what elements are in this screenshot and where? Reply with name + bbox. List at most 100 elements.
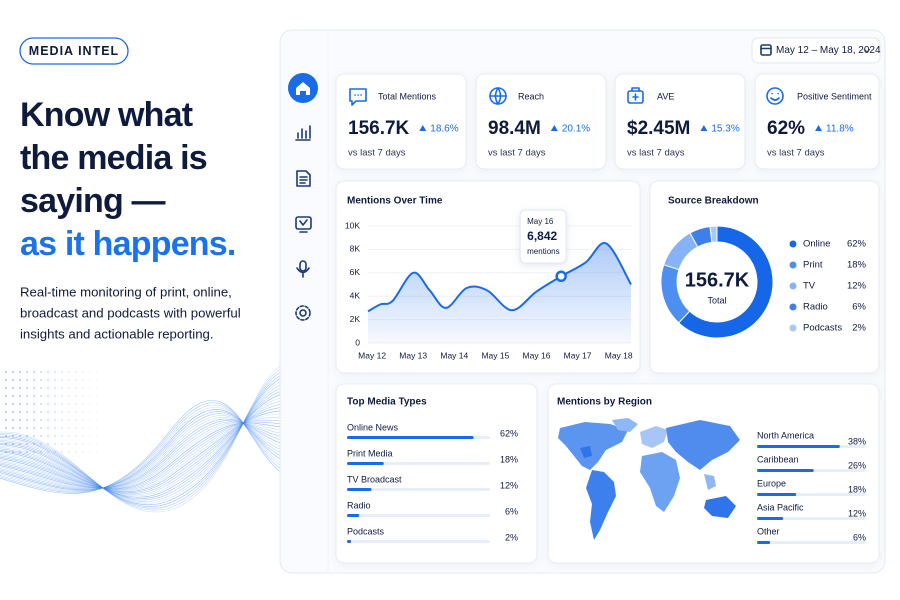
decor-wave xyxy=(0,407,281,492)
decor-dot xyxy=(25,434,29,438)
bar xyxy=(347,488,372,491)
bar xyxy=(757,517,784,520)
decor-wave xyxy=(0,404,281,494)
decor-dot xyxy=(74,370,78,374)
decor-wave xyxy=(0,420,281,489)
bar xyxy=(757,541,771,544)
decor-wave xyxy=(0,397,281,497)
x-tick-label: May 17 xyxy=(564,350,592,360)
legend-label: Online xyxy=(803,239,830,250)
world-map xyxy=(558,418,740,540)
decor-wave xyxy=(0,381,281,504)
decor-dot xyxy=(32,434,36,438)
decor-dot xyxy=(60,434,64,438)
decor-wave xyxy=(0,409,281,491)
bar-label: North America xyxy=(757,430,814,440)
decor-dot xyxy=(32,394,36,398)
kpi-value: 98.4M xyxy=(488,118,541,139)
decor-dot xyxy=(81,410,85,414)
decor-dot xyxy=(74,450,78,454)
y-tick-label: 4K xyxy=(350,290,361,300)
chart-title: Mentions by Region xyxy=(557,397,652,408)
decor-wave xyxy=(0,391,281,499)
bar-track xyxy=(347,488,490,491)
decor-dot xyxy=(39,450,43,454)
decor-wave xyxy=(0,365,281,513)
bar-track xyxy=(757,541,866,544)
decor-dot xyxy=(46,426,50,430)
legend-label: Radio xyxy=(803,302,828,313)
decor-dot xyxy=(88,370,92,374)
decor-dot xyxy=(95,426,99,430)
legend-value: 12% xyxy=(847,281,867,292)
decor-dot xyxy=(74,402,78,406)
decor-dot xyxy=(74,434,78,438)
nav-settings[interactable] xyxy=(295,305,311,321)
y-tick-label: 8K xyxy=(350,244,361,254)
decor-wave xyxy=(0,400,281,496)
legend-value: 2% xyxy=(852,323,866,334)
kpi-note: vs last 7 days xyxy=(767,148,825,159)
decor-dot xyxy=(95,394,99,398)
date-picker[interactable] xyxy=(751,37,881,64)
decor-dot xyxy=(46,442,50,446)
tooltip-date: May 16 xyxy=(527,217,554,226)
legend-label: TV xyxy=(803,281,816,292)
line xyxy=(367,242,632,313)
bar-value: 18% xyxy=(500,454,518,464)
y-tick-label: 2K xyxy=(350,314,361,324)
decor-dot xyxy=(46,402,50,406)
donut-segment xyxy=(709,225,718,243)
decor xyxy=(0,365,281,513)
decor-dot xyxy=(32,402,36,406)
decor-dot xyxy=(46,434,50,438)
decor-dot xyxy=(46,418,50,422)
nav-reports[interactable] xyxy=(296,170,311,187)
nav-analytics[interactable] xyxy=(295,125,311,141)
kpi-up-arrow xyxy=(815,125,823,131)
bar-value: 6% xyxy=(853,532,866,542)
decor-dot xyxy=(46,386,50,390)
decor-dot xyxy=(53,450,57,454)
bar xyxy=(347,462,384,465)
decor-dot xyxy=(4,418,8,422)
donut-caption: Total xyxy=(707,295,726,305)
decor-dot xyxy=(25,410,29,414)
decor-wave xyxy=(0,388,281,501)
y-tick-label: 0 xyxy=(355,337,360,347)
decor-dot xyxy=(60,402,64,406)
legend-dot xyxy=(789,240,797,248)
brand: MEDIA INTEL xyxy=(29,44,119,58)
decor-dot xyxy=(53,434,57,438)
tooltip-value: 6,842 xyxy=(527,229,557,243)
chart-title: Top Media Types xyxy=(347,397,427,408)
decor-dot xyxy=(32,370,36,374)
decor-dot xyxy=(67,418,71,422)
nav-audio[interactable] xyxy=(296,260,310,278)
decor-dot xyxy=(88,402,92,406)
chart-title: Source Breakdown xyxy=(668,196,759,207)
decor-dot xyxy=(11,450,15,454)
bar-label: Europe xyxy=(757,478,786,488)
headline: the media is xyxy=(20,139,207,177)
legend-dot xyxy=(789,261,797,269)
decor-dot xyxy=(81,434,85,438)
headline-accent: as it happens. xyxy=(20,225,236,263)
line-area xyxy=(368,243,631,343)
decor-wave xyxy=(0,411,281,490)
decor-dot xyxy=(60,394,64,398)
kpi-card xyxy=(614,73,746,170)
nav-broadcast[interactable] xyxy=(295,216,312,233)
x-tick-label: May 14 xyxy=(440,350,468,360)
chevron xyxy=(863,48,871,53)
x-tick-label: May 18 xyxy=(605,350,633,360)
decor-dot xyxy=(60,378,64,382)
legend-label: Print xyxy=(803,260,823,271)
kpi-note: vs last 7 days xyxy=(488,148,546,159)
bar-value: 38% xyxy=(848,436,866,446)
decor-dot xyxy=(25,386,29,390)
decor-dot xyxy=(39,386,43,390)
bar-value: 12% xyxy=(500,480,518,490)
decor-dot xyxy=(53,426,57,430)
decor-dot xyxy=(32,386,36,390)
